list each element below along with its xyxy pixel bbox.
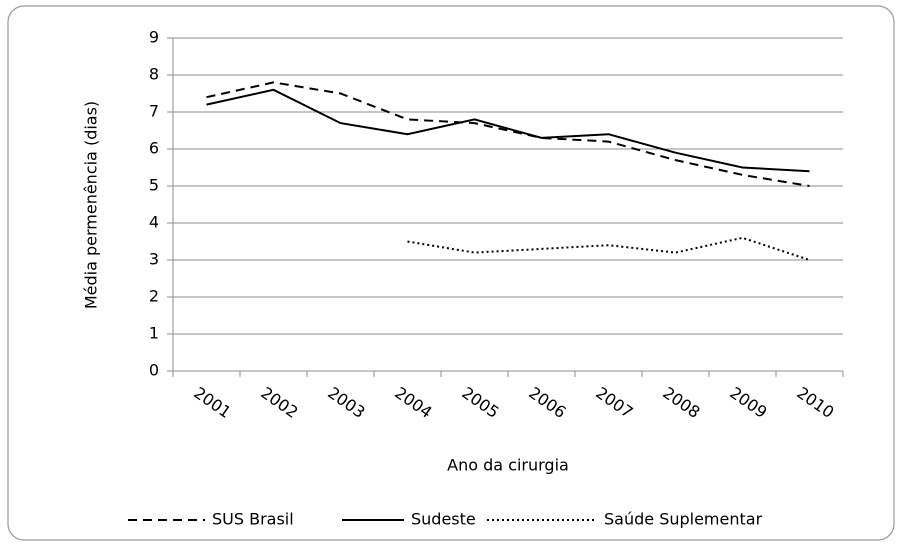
y-tick-label: 5 [149, 176, 159, 195]
y-tick-label: 3 [149, 250, 159, 269]
y-tick-label: 0 [149, 361, 159, 380]
line-series [206, 81, 810, 187]
y-axis-title: Média permenência (dias) [82, 101, 101, 309]
chart-frame [7, 5, 895, 541]
legend-label: Sudeste [411, 510, 476, 529]
y-tick-label: 8 [149, 65, 159, 84]
x-axis-title: Ano da cirurgia [447, 456, 569, 475]
y-tick-label: 7 [149, 102, 159, 121]
y-tick-label: 2 [149, 287, 159, 306]
y-tick-label: 4 [149, 213, 159, 232]
line-series [206, 88, 810, 173]
y-tick-label: 9 [149, 28, 159, 47]
y-tick-label: 6 [149, 139, 159, 158]
legend-label: SUS Brasil [212, 510, 294, 529]
legend-label: Saúde Suplementar [604, 510, 763, 529]
y-tick-label: 1 [149, 324, 159, 343]
